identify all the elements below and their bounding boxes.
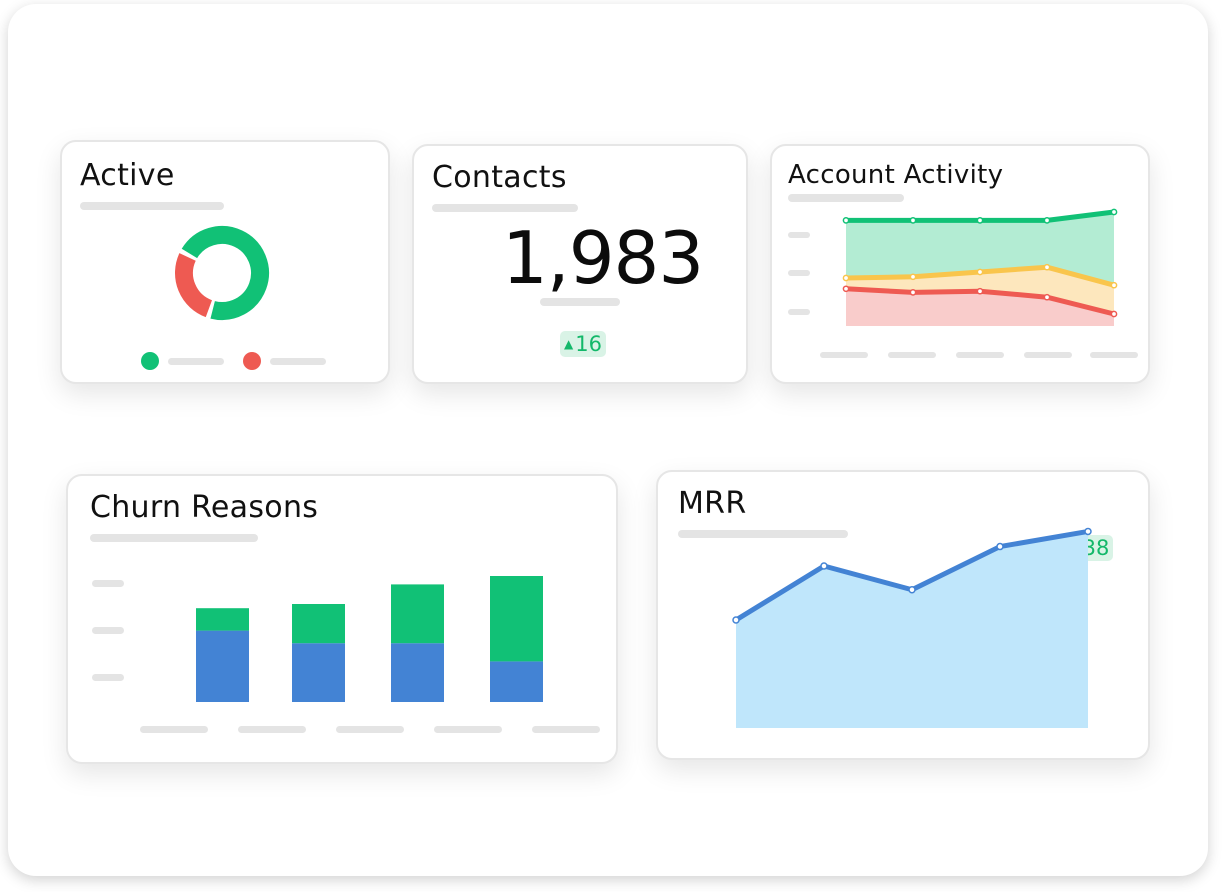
x-tick-placeholder [820, 352, 868, 358]
donut-slice [181, 226, 269, 320]
bar-segment [391, 643, 444, 702]
bar-segment [490, 661, 543, 702]
data-point [976, 287, 984, 295]
bar-segment [292, 604, 345, 644]
x-tick-placeholder [1090, 352, 1138, 358]
x-tick-placeholder [140, 726, 208, 733]
data-point [976, 217, 984, 224]
account-activity-card[interactable]: Account Activity [770, 144, 1150, 384]
subtitle-placeholder [678, 530, 848, 538]
data-point [909, 289, 917, 296]
data-point [976, 268, 984, 276]
y-tick-placeholder [788, 270, 810, 276]
donut-slice [175, 253, 213, 318]
bar-segment [490, 576, 543, 662]
x-tick-placeholder [956, 352, 1004, 358]
contacts-delta-badge: ▲16 [560, 331, 606, 357]
delta-up-icon: ▲ [564, 337, 574, 351]
contacts-card[interactable]: Contacts 1,983 ▲16 [412, 144, 748, 384]
x-tick-placeholder [336, 726, 404, 733]
data-point [996, 542, 1004, 551]
churn-reasons-chart [92, 576, 600, 733]
subtitle-placeholder [432, 204, 578, 212]
data-point [732, 616, 740, 624]
data-point [1043, 293, 1051, 301]
bar-segment [292, 643, 345, 702]
data-point [1110, 208, 1118, 216]
y-tick-placeholder [92, 674, 124, 681]
account-activity-chart [788, 208, 1138, 358]
y-tick-placeholder [788, 232, 810, 238]
data-point [909, 217, 917, 224]
area-fill [736, 531, 1088, 728]
data-point [1084, 527, 1092, 536]
mrr-chart [732, 527, 1092, 728]
active-card[interactable]: Active [60, 140, 390, 384]
y-tick-placeholder [92, 627, 124, 634]
contacts-value: 1,983 [502, 216, 704, 300]
data-point [1043, 263, 1051, 271]
account-activity-plot [842, 208, 1118, 326]
x-tick-placeholder [434, 726, 502, 733]
x-tick-placeholder [238, 726, 306, 733]
data-point [1110, 310, 1118, 318]
x-tick-placeholder [888, 352, 936, 358]
legend-dot-green [141, 352, 159, 370]
card-title: Contacts [432, 160, 567, 195]
bar-segment [391, 584, 444, 644]
x-tick-placeholder [532, 726, 600, 733]
card-title: Active [80, 158, 175, 193]
subtitle-placeholder [788, 194, 904, 202]
bar-segment [196, 630, 249, 702]
churn-bars [196, 576, 543, 702]
delta-value: 16 [575, 332, 602, 356]
bar-segment [196, 608, 249, 631]
data-point [1110, 281, 1118, 289]
card-title: MRR [678, 486, 747, 521]
y-tick-placeholder [788, 309, 810, 315]
active-donut-chart [141, 226, 326, 370]
legend-label-placeholder [168, 358, 224, 365]
data-point [909, 273, 917, 281]
churn-reasons-card[interactable]: Churn Reasons [66, 474, 618, 764]
legend-dot-red [243, 352, 261, 370]
y-tick-placeholder [92, 580, 124, 587]
mrr-plot [732, 527, 1092, 728]
donut-group [175, 226, 269, 320]
subtitle-placeholder [90, 534, 258, 542]
card-title: Churn Reasons [90, 490, 319, 525]
data-point [1043, 217, 1051, 224]
data-point [842, 274, 850, 282]
legend-label-placeholder [270, 358, 326, 365]
subtitle-placeholder [80, 202, 224, 210]
value-caption-placeholder [540, 298, 620, 306]
data-point [908, 586, 916, 594]
mrr-card[interactable]: MRR ▲638 [656, 470, 1150, 760]
data-point [820, 562, 828, 570]
data-point [842, 217, 850, 224]
x-tick-placeholder [1024, 352, 1072, 358]
data-point [842, 285, 850, 293]
card-title: Account Activity [788, 160, 1004, 190]
